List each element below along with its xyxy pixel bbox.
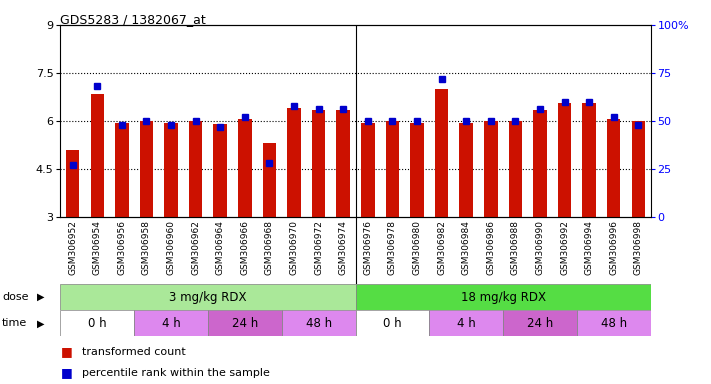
Bar — [435, 89, 449, 217]
Bar — [213, 124, 227, 217]
Bar — [533, 110, 547, 217]
Text: GSM306954: GSM306954 — [93, 220, 102, 275]
Bar — [238, 119, 252, 217]
Text: 4 h: 4 h — [456, 317, 476, 330]
Text: GSM306994: GSM306994 — [584, 220, 594, 275]
Bar — [115, 122, 129, 217]
Text: 4 h: 4 h — [161, 317, 181, 330]
Text: ▶: ▶ — [37, 318, 45, 328]
Bar — [90, 94, 104, 217]
Text: GSM306980: GSM306980 — [412, 220, 422, 275]
Text: 0 h: 0 h — [88, 317, 107, 330]
Text: GSM306984: GSM306984 — [461, 220, 471, 275]
Bar — [336, 110, 350, 217]
Bar — [60, 310, 134, 336]
Bar — [361, 122, 375, 217]
Text: GSM306986: GSM306986 — [486, 220, 496, 275]
Bar — [508, 121, 522, 217]
Text: 3 mg/kg RDX: 3 mg/kg RDX — [169, 291, 247, 304]
Text: GSM306990: GSM306990 — [535, 220, 545, 275]
Text: 24 h: 24 h — [232, 317, 258, 330]
Bar — [607, 119, 621, 217]
Text: ▶: ▶ — [37, 292, 45, 302]
Bar — [631, 121, 645, 217]
Bar — [66, 150, 80, 217]
Bar — [287, 108, 301, 217]
Bar — [429, 310, 503, 336]
Bar — [282, 310, 356, 336]
Text: 48 h: 48 h — [601, 317, 626, 330]
Bar — [557, 103, 571, 217]
Text: 18 mg/kg RDX: 18 mg/kg RDX — [461, 291, 545, 304]
Text: transformed count: transformed count — [82, 347, 186, 357]
Bar — [164, 122, 178, 217]
Bar — [134, 310, 208, 336]
Text: GSM306982: GSM306982 — [437, 220, 446, 275]
Text: dose: dose — [2, 292, 28, 302]
Text: GSM306972: GSM306972 — [314, 220, 323, 275]
Bar — [459, 122, 473, 217]
Text: GSM306998: GSM306998 — [634, 220, 643, 275]
Bar — [410, 122, 424, 217]
Bar — [577, 310, 651, 336]
Text: time: time — [2, 318, 28, 328]
Text: GSM306970: GSM306970 — [289, 220, 299, 275]
Bar — [385, 121, 399, 217]
Text: GDS5283 / 1382067_at: GDS5283 / 1382067_at — [60, 13, 206, 26]
Bar — [189, 121, 203, 217]
Text: 48 h: 48 h — [306, 317, 331, 330]
Text: GSM306962: GSM306962 — [191, 220, 201, 275]
Text: GSM306958: GSM306958 — [142, 220, 151, 275]
Bar — [140, 121, 154, 217]
Text: GSM306964: GSM306964 — [215, 220, 225, 275]
Text: GSM306992: GSM306992 — [560, 220, 569, 275]
Text: ■: ■ — [60, 345, 73, 358]
Bar — [262, 143, 276, 217]
Bar — [208, 310, 282, 336]
Bar — [582, 103, 596, 217]
Bar — [356, 310, 429, 336]
Bar — [484, 121, 498, 217]
Text: GSM306968: GSM306968 — [265, 220, 274, 275]
Text: percentile rank within the sample: percentile rank within the sample — [82, 368, 269, 378]
Text: GSM306956: GSM306956 — [117, 220, 127, 275]
Text: GSM306952: GSM306952 — [68, 220, 77, 275]
Text: 0 h: 0 h — [383, 317, 402, 330]
Bar — [356, 284, 651, 310]
Text: GSM306988: GSM306988 — [510, 220, 520, 275]
Bar — [312, 110, 326, 217]
Bar — [503, 310, 577, 336]
Text: GSM306974: GSM306974 — [338, 220, 348, 275]
Text: GSM306976: GSM306976 — [363, 220, 373, 275]
Bar — [60, 284, 356, 310]
Text: GSM306978: GSM306978 — [388, 220, 397, 275]
Text: GSM306996: GSM306996 — [609, 220, 618, 275]
Text: GSM306966: GSM306966 — [240, 220, 250, 275]
Text: 24 h: 24 h — [527, 317, 553, 330]
Text: ■: ■ — [60, 366, 73, 379]
Text: GSM306960: GSM306960 — [166, 220, 176, 275]
